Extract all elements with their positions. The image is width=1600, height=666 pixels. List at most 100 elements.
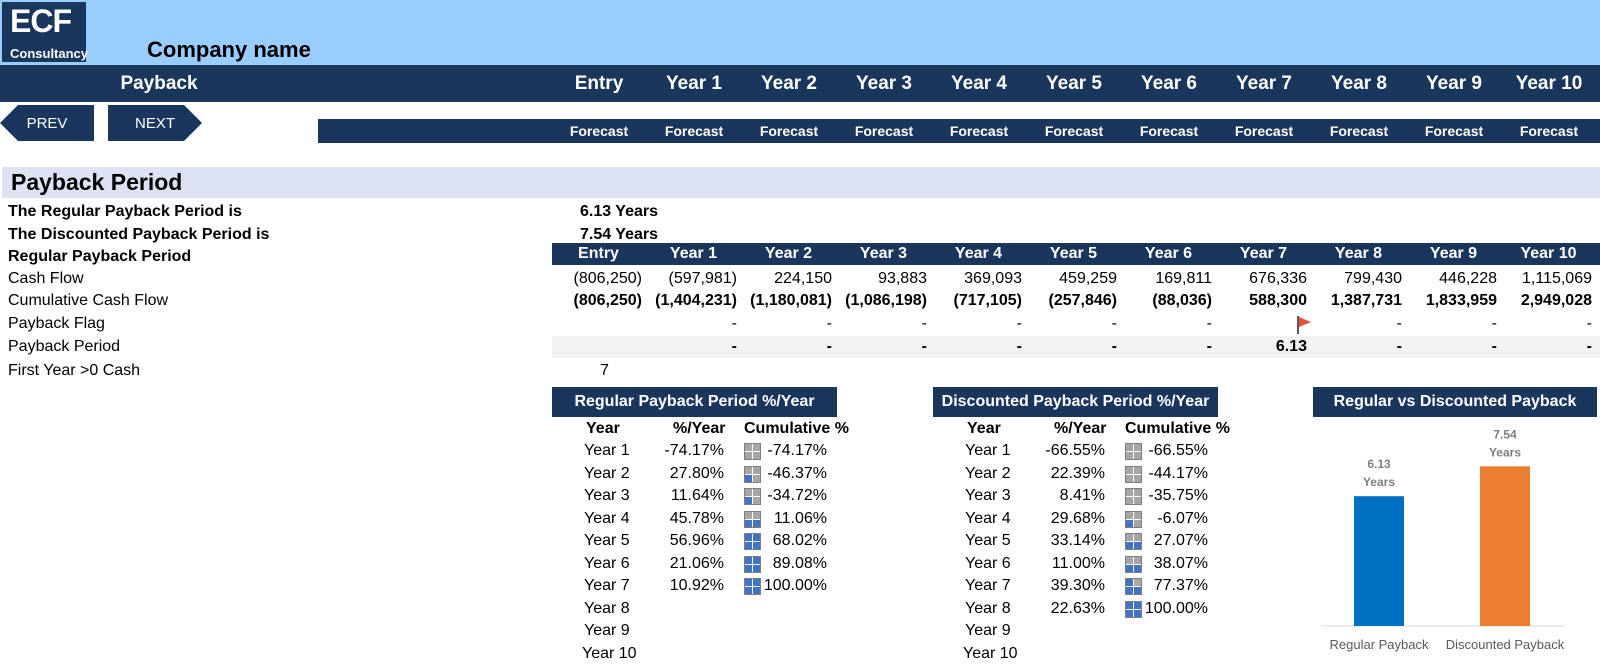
panel-cum: 38.07% (1153, 554, 1208, 572)
chart-data-label: 6.13 (1367, 457, 1391, 471)
table-cell: - (826, 338, 832, 355)
panel-cum: -35.75% (1148, 487, 1208, 504)
table-cell: (88,036) (1152, 292, 1212, 309)
next-button[interactable]: NEXT (108, 105, 202, 141)
forecast-label: Forecast (1329, 123, 1389, 139)
table-cell: - (1111, 338, 1117, 355)
panel-year: Year 6 (584, 554, 630, 572)
panel-col-header: %/Year (673, 420, 726, 437)
panel-year: Year 5 (965, 532, 1011, 549)
first-year-value: 7 (600, 362, 609, 379)
table-cell: 588,300 (1249, 292, 1307, 309)
panel-pct: 45.78% (669, 509, 724, 527)
forecast-label: Forecast (949, 123, 1009, 139)
payback-flag-icon (1297, 316, 1311, 334)
table-cell: - (826, 315, 832, 332)
forecast-label: Forecast (1139, 123, 1199, 139)
table-cell: (1,086,198) (845, 292, 927, 309)
panel-col-header: Cumulative % (744, 420, 849, 437)
table-cell: 224,150 (774, 270, 832, 287)
chart-data-label: Years (1489, 445, 1521, 459)
table-cell: - (1016, 315, 1022, 332)
panel-year: Year 3 (965, 487, 1011, 504)
panel-year: Year 10 (582, 644, 637, 662)
regular-payback-label: The Regular Payback Period is (8, 203, 242, 220)
panel-year: Year 7 (965, 577, 1011, 594)
table-title: Regular Payback Period (8, 248, 192, 265)
table-col-header: Year 4 (954, 245, 1003, 262)
payback-row-bg (552, 336, 1600, 358)
table-cell: 1,833,959 (1425, 292, 1497, 309)
table-cell: 369,093 (964, 270, 1022, 287)
top-banner (0, 0, 1600, 65)
logo-main: ECF (10, 3, 72, 39)
panel-pct: 11.64% (670, 487, 724, 504)
panel-col-header: Year (586, 420, 620, 437)
table-col-header: Year 10 (1520, 245, 1577, 262)
header-col: Year 10 (1515, 72, 1583, 94)
panel-pct: 29.68% (1050, 509, 1105, 527)
panel-year: Year 9 (965, 622, 1011, 639)
chart-category-label: Regular Payback (1330, 637, 1429, 652)
panel-col-header: %/Year (1054, 420, 1107, 437)
table-col-header: Year 5 (1049, 245, 1098, 262)
chart-data-label: 7.54 (1493, 427, 1517, 441)
table-cell: - (921, 315, 927, 332)
panel-year: Year 6 (965, 554, 1011, 572)
panel-year: Year 7 (584, 577, 630, 594)
table-cell: 1,387,731 (1330, 292, 1402, 309)
table-cell: 799,430 (1344, 270, 1402, 287)
table-header-bar (552, 243, 1600, 265)
panel-col-header: Cumulative % (1125, 420, 1230, 437)
table-cell: - (1016, 338, 1022, 355)
panel-cum: 100.00% (1144, 599, 1208, 617)
table-cell: (1,404,231) (655, 292, 737, 309)
table-cell: 2,949,028 (1520, 292, 1592, 309)
table-row-label: Cumulative Cash Flow (8, 292, 169, 309)
progress-quad-icon (744, 555, 761, 573)
table-cell: - (731, 315, 737, 332)
page-title: Payback (120, 72, 198, 94)
table-cell: 676,336 (1249, 270, 1307, 287)
progress-quad-icon (744, 578, 761, 595)
progress-quad-icon (1125, 600, 1142, 618)
table-cell: - (1491, 338, 1497, 355)
chart-data-label: Years (1363, 475, 1395, 489)
panel-year: Year 8 (584, 599, 630, 617)
table-cell: (717,105) (953, 292, 1023, 309)
table-cell: - (1491, 315, 1497, 332)
header-col: Year 1 (666, 72, 722, 94)
prev-button[interactable]: PREV (0, 105, 94, 141)
panel-year: Year 5 (584, 532, 630, 549)
forecast-label: Forecast (759, 123, 819, 139)
progress-quad-icon (1125, 465, 1142, 483)
forecast-label: Forecast (569, 123, 629, 139)
section-title: Payback Period (2, 167, 1600, 198)
panel-col-header: Year (967, 420, 1001, 437)
panel-pct: 27.80% (669, 464, 724, 482)
table-cell: 459,259 (1059, 270, 1117, 287)
panel-year: Year 2 (965, 464, 1011, 482)
logo-sub: Consultancy (10, 46, 89, 61)
panel-year: Year 8 (965, 599, 1011, 617)
ecf-logo: ECF Consultancy (2, 2, 89, 62)
discounted-panel-title: Discounted Payback Period %/Year (933, 387, 1218, 417)
table-cell: 6.13 (1275, 338, 1307, 355)
panel-pct: -74.17% (664, 442, 724, 459)
panel-cum: 89.08% (772, 554, 827, 572)
table-cell: - (1586, 315, 1592, 332)
panel-pct: 22.39% (1050, 464, 1105, 482)
header-col: Year 9 (1426, 72, 1482, 94)
forecast-label: Forecast (1424, 123, 1484, 139)
table-cell: - (1111, 315, 1117, 332)
panel-year: Year 1 (965, 442, 1011, 459)
forecast-label: Forecast (1519, 123, 1579, 139)
panel-cum: 100.00% (763, 577, 827, 594)
forecast-bar (318, 119, 1600, 143)
regular-payback-value: 6.13 Years (580, 203, 659, 220)
panel-cum: 11.06% (773, 509, 827, 527)
table-cell: - (1396, 315, 1402, 332)
header-col: Year 2 (761, 72, 817, 94)
table-cell: - (731, 338, 737, 355)
progress-quad-icon (744, 443, 761, 460)
